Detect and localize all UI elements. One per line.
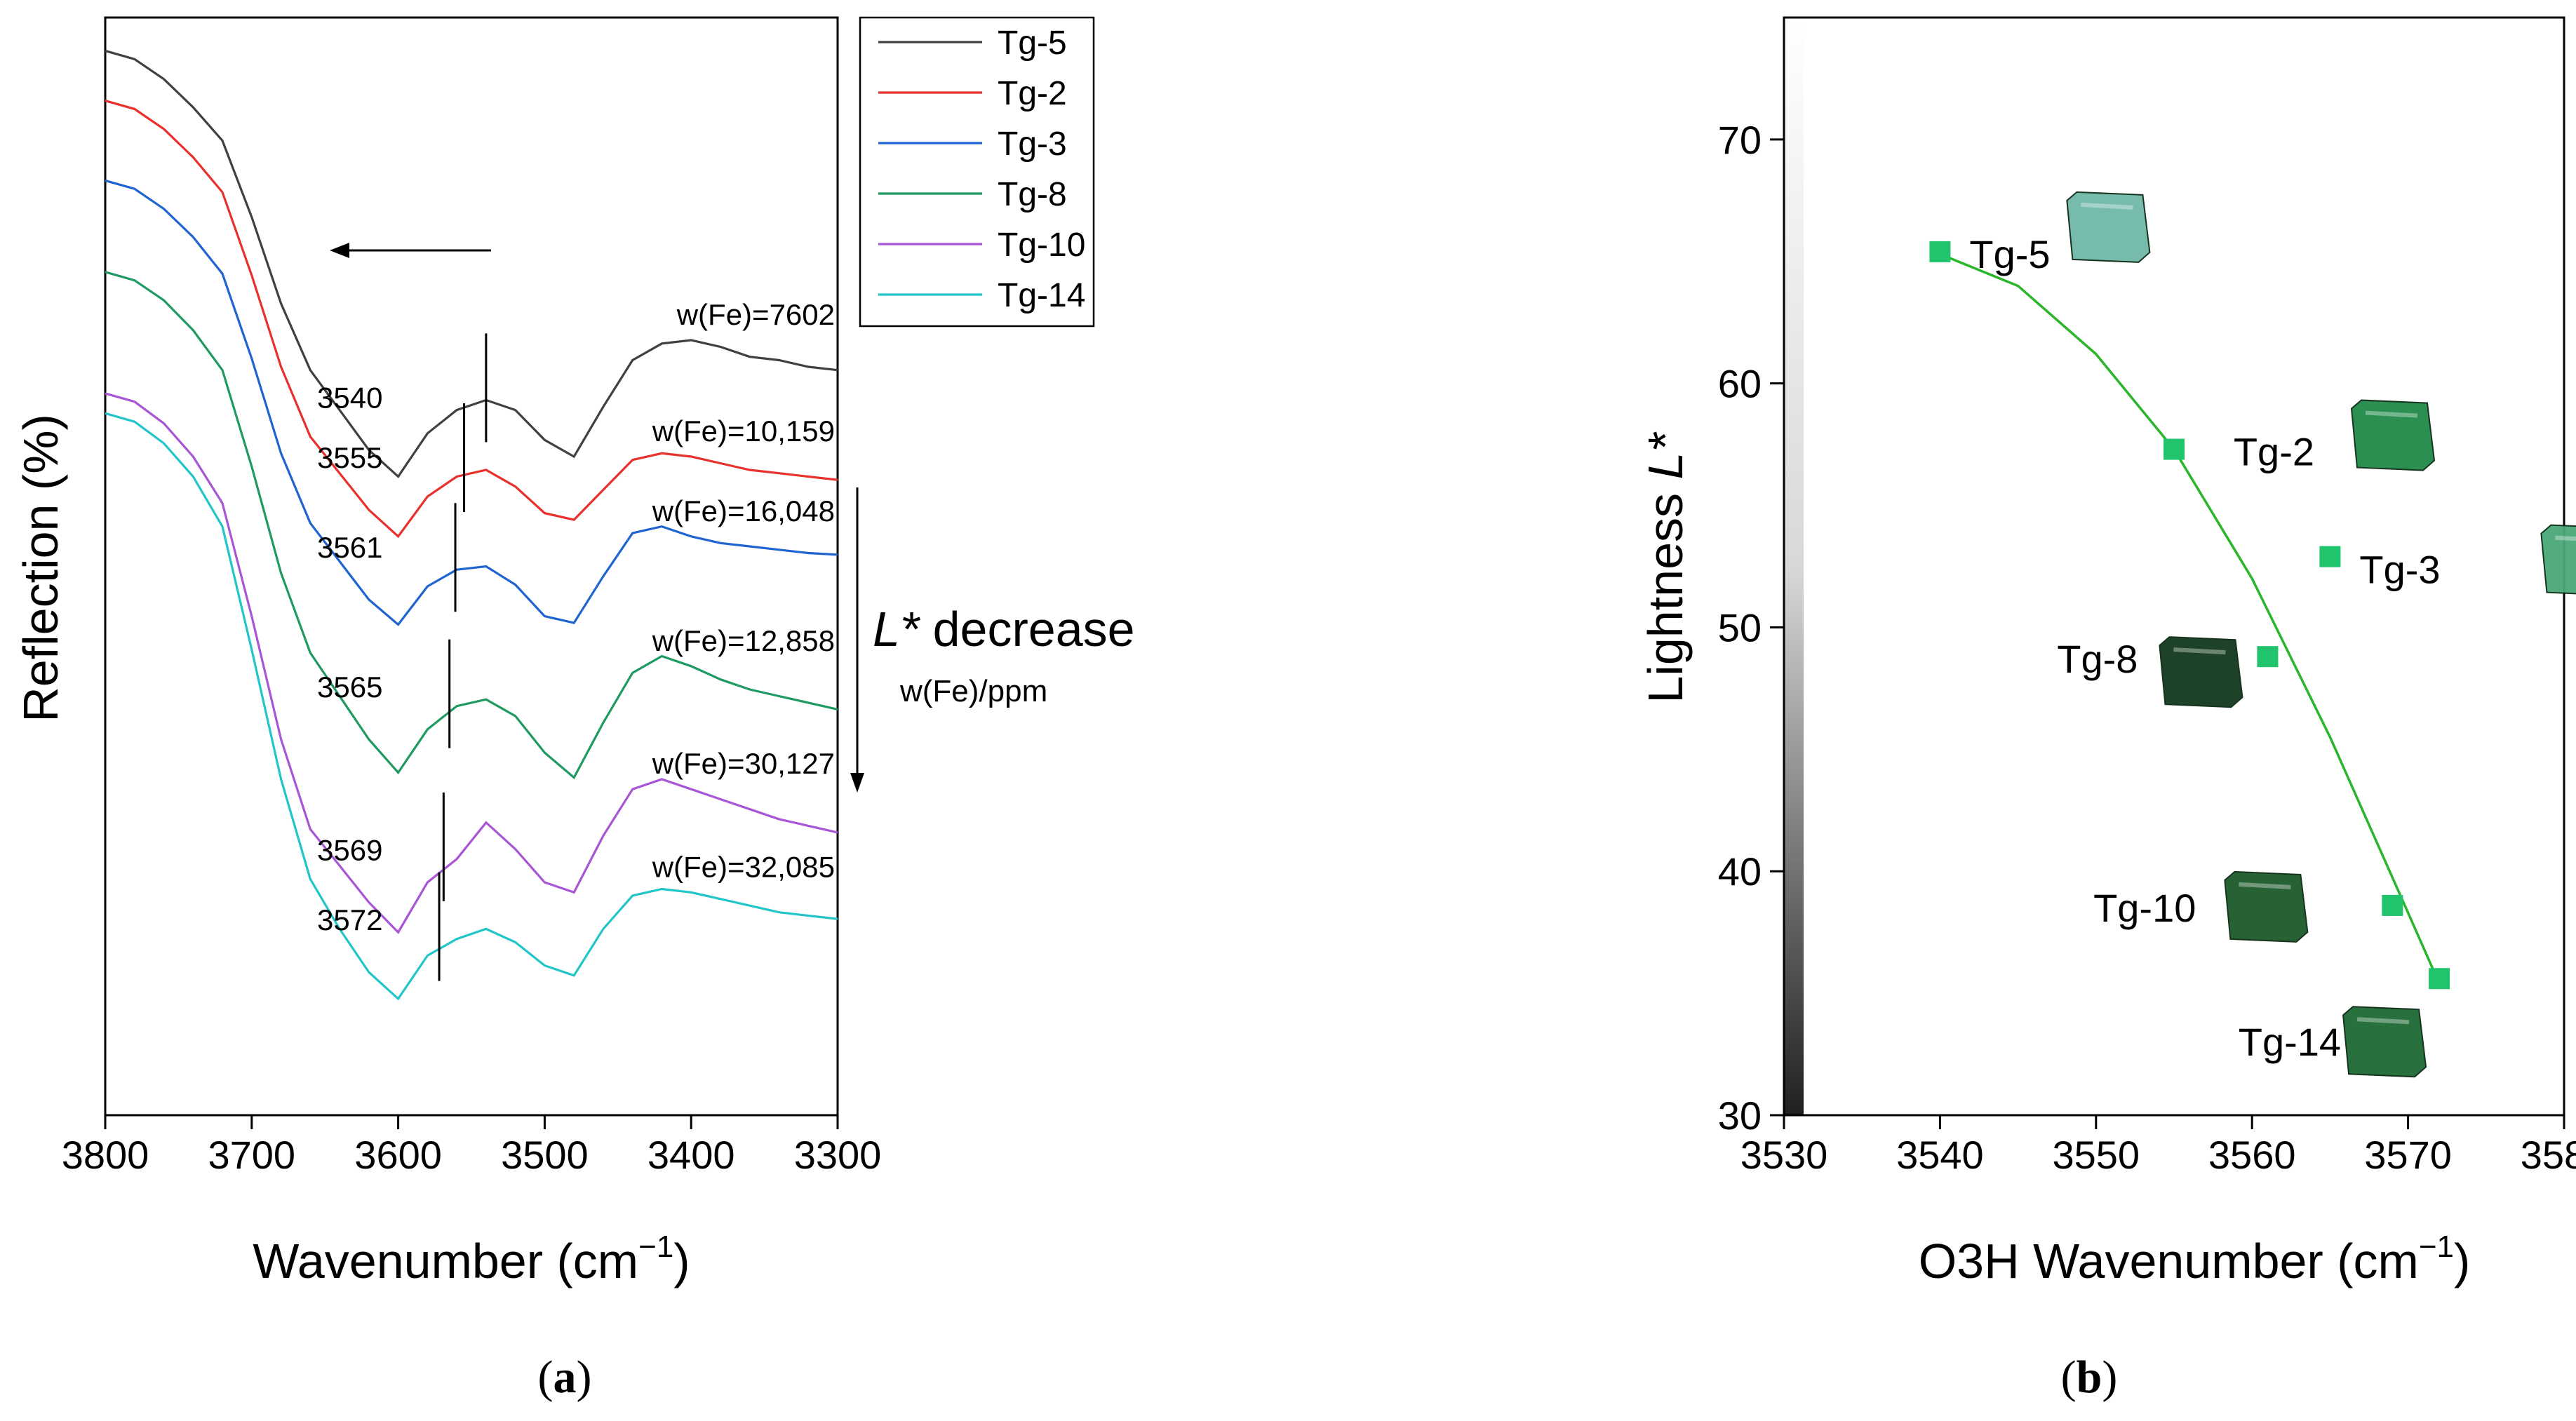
lightness-gradient-band <box>1784 18 1804 1115</box>
legend-box <box>859 16 1095 328</box>
legend-label-Tg-14: Tg-14 <box>998 277 1085 314</box>
fit-curve <box>1939 252 2441 984</box>
crystal-photo-Tg-14 <box>2342 1006 2427 1078</box>
a-xtick-label-3300: 3300 <box>794 1133 882 1177</box>
legend-label-Tg-3: Tg-3 <box>998 126 1067 163</box>
panel-a-x-ticks: 3800 3700 3600 3500 3400 3300 <box>62 1115 882 1177</box>
crystal-highlight-Tg-5 <box>2081 202 2133 210</box>
panel-b-points: Tg-5 Tg-2 Tg-3 Tg-8 Tg-10 Tg-14 <box>1929 232 2450 1064</box>
panel-a-frame <box>104 16 839 1117</box>
panel-b-crystals <box>2066 191 2576 1078</box>
b-xtick-label-3540: 3540 <box>1896 1133 1984 1177</box>
a-xtick-label-3500: 3500 <box>501 1133 589 1177</box>
point-Tg-14 <box>2429 968 2450 990</box>
panel-a-y-title: Reflection (%) <box>13 414 68 722</box>
b-xtick-label-3560: 3560 <box>2208 1133 2296 1177</box>
shift-arrow-head <box>330 243 349 258</box>
panel-b: 3530354035503560357035803040506070 Tg-5T… <box>1638 16 2576 1403</box>
peak-label-Tg-14: 3572 <box>317 903 382 936</box>
panel-b-label: (b) <box>2061 1352 2118 1403</box>
legend: Tg-5 Tg-2 Tg-3 Tg-8 Tg-10 Tg-14 <box>859 16 1095 328</box>
point-Tg-2 <box>2164 438 2185 460</box>
crystal-photo-Tg-5 <box>2066 191 2151 263</box>
b-xtick-label-3580: 3580 <box>2521 1133 2576 1177</box>
panel-a-label: (a) <box>538 1352 592 1403</box>
panel-a: 3540 w(Fe)=7602 3555 w(Fe)=10,159 3561 w(Fe)=… <box>13 16 1135 1403</box>
series-line-Tg-5 <box>105 49 838 478</box>
point-label-Tg-3: Tg-3 <box>2359 548 2440 592</box>
panel-a-peak-markers: 3540 w(Fe)=7602 3555 w(Fe)=10,159 3561 w(Fe)=… <box>317 298 835 981</box>
decrease-arrow-head <box>850 773 864 793</box>
legend-label-Tg-8: Tg-8 <box>998 176 1067 213</box>
point-Tg-10 <box>2382 894 2403 916</box>
series-line-Tg-10 <box>105 392 838 934</box>
point-label-Tg-8: Tg-8 <box>2057 637 2138 681</box>
crystal-photo-Tg-2 <box>2350 399 2436 471</box>
fe-label-Tg-2: w(Fe)=10,159 <box>652 415 835 447</box>
a-xtick-label-3600: 3600 <box>354 1133 442 1177</box>
fe-label-Tg-3: w(Fe)=16,048 <box>652 494 835 527</box>
point-label-Tg-2: Tg-2 <box>2234 430 2314 474</box>
series-line-Tg-14 <box>105 412 838 1001</box>
fe-label-Tg-5: w(Fe)=7602 <box>676 298 835 331</box>
peak-label-Tg-2: 3555 <box>317 441 382 474</box>
b-ytick-label-30: 30 <box>1718 1093 1762 1138</box>
series-line-Tg-2 <box>105 100 838 539</box>
decrease-unit: w(Fe)/ppm <box>899 674 1047 708</box>
crystal-highlight-Tg-2 <box>2365 410 2418 418</box>
b-xtick-label-3570: 3570 <box>2364 1133 2452 1177</box>
b-ytick-label-40: 40 <box>1718 849 1762 894</box>
legend-label-Tg-2: Tg-2 <box>998 75 1067 112</box>
fe-label-Tg-8: w(Fe)=12,858 <box>652 624 835 657</box>
point-label-Tg-14: Tg-14 <box>2239 1020 2341 1064</box>
series-line-Tg-8 <box>105 271 838 780</box>
a-xtick-label-3400: 3400 <box>648 1133 735 1177</box>
point-Tg-5 <box>1929 241 1951 262</box>
b-ytick-label-70: 70 <box>1718 118 1762 162</box>
peak-label-Tg-8: 3565 <box>317 671 382 703</box>
crystal-highlight-Tg-10 <box>2239 882 2291 889</box>
crystal-photo-Tg-8 <box>2159 636 2243 708</box>
b-xtick-label-3550: 3550 <box>2053 1133 2140 1177</box>
b-ytick-label-60: 60 <box>1718 362 1762 406</box>
b-xtick-label-3530: 3530 <box>1740 1133 1828 1177</box>
crystal-photo-Tg-3 <box>2540 524 2576 595</box>
legend-label-Tg-5: Tg-5 <box>998 25 1067 62</box>
crystal-highlight-Tg-8 <box>2173 647 2226 655</box>
a-xtick-label-3700: 3700 <box>208 1133 296 1177</box>
b-ytick-label-50: 50 <box>1718 605 1762 649</box>
legend-label-Tg-10: Tg-10 <box>998 227 1085 264</box>
point-Tg-8 <box>2257 646 2279 668</box>
a-xtick-label-3800: 3800 <box>62 1133 149 1177</box>
point-Tg-3 <box>2319 546 2341 567</box>
point-label-Tg-5: Tg-5 <box>1969 232 2050 276</box>
crystal-highlight-Tg-14 <box>2356 1017 2410 1025</box>
panel-a-x-title: Wavenumber (cm−1) <box>253 1230 690 1288</box>
peak-label-Tg-10: 3569 <box>317 833 382 866</box>
peak-label-Tg-5: 3540 <box>317 382 382 415</box>
panel-b-ticks: 3530 3540 3550 3560 3570 3580 30 40 50 60 70 <box>1718 118 2576 1177</box>
panel-a-curves <box>105 49 838 1001</box>
panel-b-x-title: O3H Wavenumber (cm−1) <box>1919 1230 2471 1288</box>
peak-label-Tg-3: 3561 <box>317 531 382 564</box>
fe-label-Tg-10: w(Fe)=30,127 <box>652 747 835 780</box>
panel-b-y-title: Lightness L* <box>1638 431 1693 703</box>
fe-label-Tg-14: w(Fe)=32,085 <box>652 850 835 883</box>
panel-b-frame <box>1783 16 2565 1117</box>
crystal-photo-Tg-10 <box>2224 870 2309 943</box>
crystal-highlight-Tg-3 <box>2555 535 2576 541</box>
point-label-Tg-10: Tg-10 <box>2093 886 2196 930</box>
decrease-label: L* decrease <box>873 602 1135 656</box>
series-line-Tg-3 <box>105 179 838 626</box>
